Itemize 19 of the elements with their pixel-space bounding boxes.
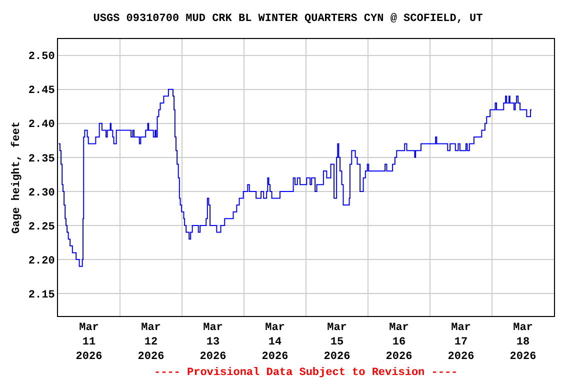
text: ---- Provisional Data Subject to Revision ---- xyxy=(154,367,458,379)
chart-title: USGS 09310700 MUD CRK BL WINTER QUARTERS CYN @ SCOFIELD, UT xyxy=(93,13,484,26)
x-tick-label: Mar 15 2026 xyxy=(324,322,350,363)
x-tick-label: Mar 16 2026 xyxy=(386,322,412,363)
y-axis-title: Gage height, feet xyxy=(10,121,24,234)
y-tick-label: 2.20 xyxy=(28,255,55,268)
x-tick-label: Mar 11 2026 xyxy=(76,322,102,363)
y-tick-label: 2.35 xyxy=(28,153,56,166)
y-tick-label: 2.25 xyxy=(28,221,56,234)
y-tick-label: 2.15 xyxy=(28,289,56,302)
x-tick-label: Mar 12 2026 xyxy=(138,322,164,363)
x-tick-label: Mar 14 2026 xyxy=(262,322,288,363)
y-tick-label: 2.50 xyxy=(28,51,55,64)
x-tick-label: Mar 17 2026 xyxy=(448,322,474,363)
x-tick-label: Mar 18 2026 xyxy=(510,322,536,363)
y-tick-label: 2.40 xyxy=(28,119,55,132)
y-tick-label: 2.30 xyxy=(28,187,55,200)
y-tick-label: 2.45 xyxy=(28,85,56,98)
x-tick-label: Mar 13 2026 xyxy=(200,322,226,363)
